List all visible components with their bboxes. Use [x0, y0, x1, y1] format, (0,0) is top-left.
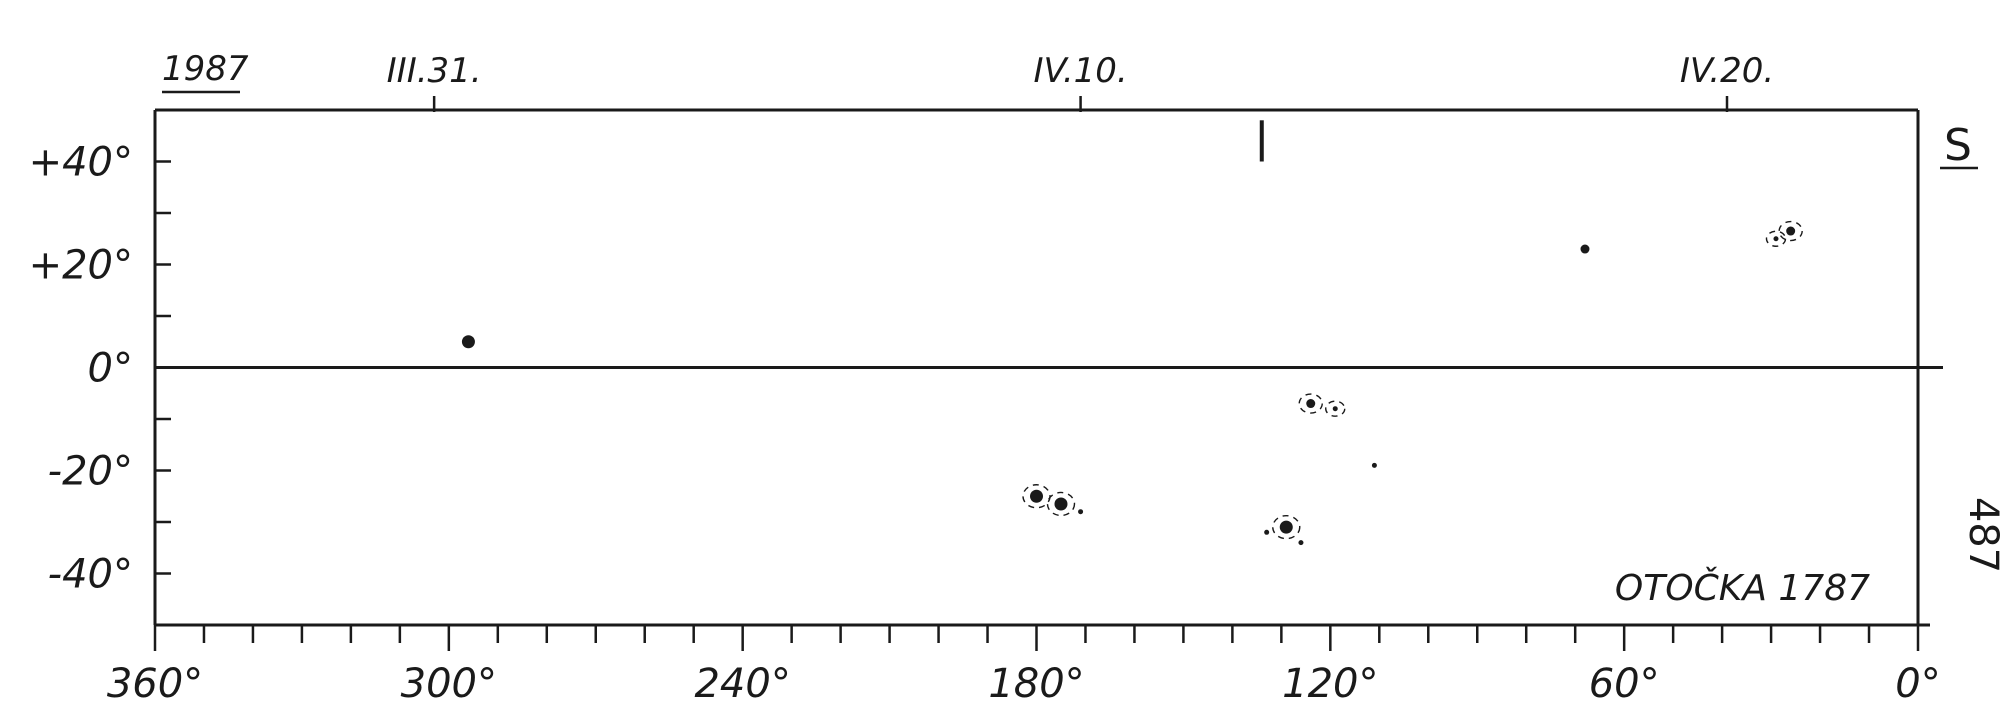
year-label: 1987 [162, 49, 249, 89]
sunspot-umbra [1279, 520, 1293, 534]
y-tick-label: -40° [48, 552, 133, 598]
sunspot-umbra [1298, 540, 1304, 546]
x-axis-ticks: 360° 300° 240° 180° 120° 60° 0° [107, 625, 1941, 707]
sunspot-umbra [1030, 489, 1043, 503]
x-tick-label: 0° [1895, 661, 1940, 707]
y-tick-label: 0° [88, 346, 133, 392]
sunspot-umbra [1054, 497, 1068, 511]
x-tick-label: 240° [694, 661, 790, 707]
sunspot-umbra [1773, 236, 1779, 242]
sunspot-umbra [1786, 226, 1796, 236]
sunspot-penumbra [1046, 491, 1076, 517]
sunspot-penumbra [1298, 393, 1323, 414]
sunspot-umbra [1078, 509, 1084, 515]
sunspot-penumbra [1778, 220, 1803, 242]
y-tick-label: +40° [29, 140, 133, 186]
y-tick-label: +20° [29, 243, 133, 289]
y-axis-ticks: +40° +20° 0° -20° -40° [29, 140, 171, 598]
x-tick-label: 360° [107, 661, 203, 707]
sunspot-umbra [461, 335, 475, 349]
chart-title: OTOČKA 1787 [1615, 567, 1870, 609]
sunspot-groups [461, 220, 1803, 546]
x-tick-label: 60° [1589, 661, 1660, 707]
x-tick-label: 120° [1282, 661, 1378, 707]
hemisphere-mark: S [1944, 120, 1972, 171]
sunspot-umbra [1264, 529, 1270, 535]
date-tick-label: III.31. [387, 51, 482, 91]
x-tick-label: 300° [401, 661, 497, 707]
map-frame [153, 108, 1943, 627]
sunspot-penumbra [1325, 400, 1346, 417]
date-tick-label: IV.10. [1033, 51, 1127, 91]
date-tick-label: IV.20. [1680, 51, 1774, 91]
y-tick-label: -20° [48, 449, 133, 495]
x-tick-label: 180° [988, 661, 1084, 707]
sunspot-umbra [1332, 406, 1338, 412]
sunspot-umbra [1371, 462, 1377, 468]
sunspot-umbra [1580, 244, 1590, 254]
sunspot-penumbra [1272, 514, 1301, 540]
sunspot-umbra [1306, 399, 1316, 409]
date-ticks: III.31. IV.10. IV.20. [387, 51, 1774, 112]
page-number: 487 [1960, 497, 2000, 573]
